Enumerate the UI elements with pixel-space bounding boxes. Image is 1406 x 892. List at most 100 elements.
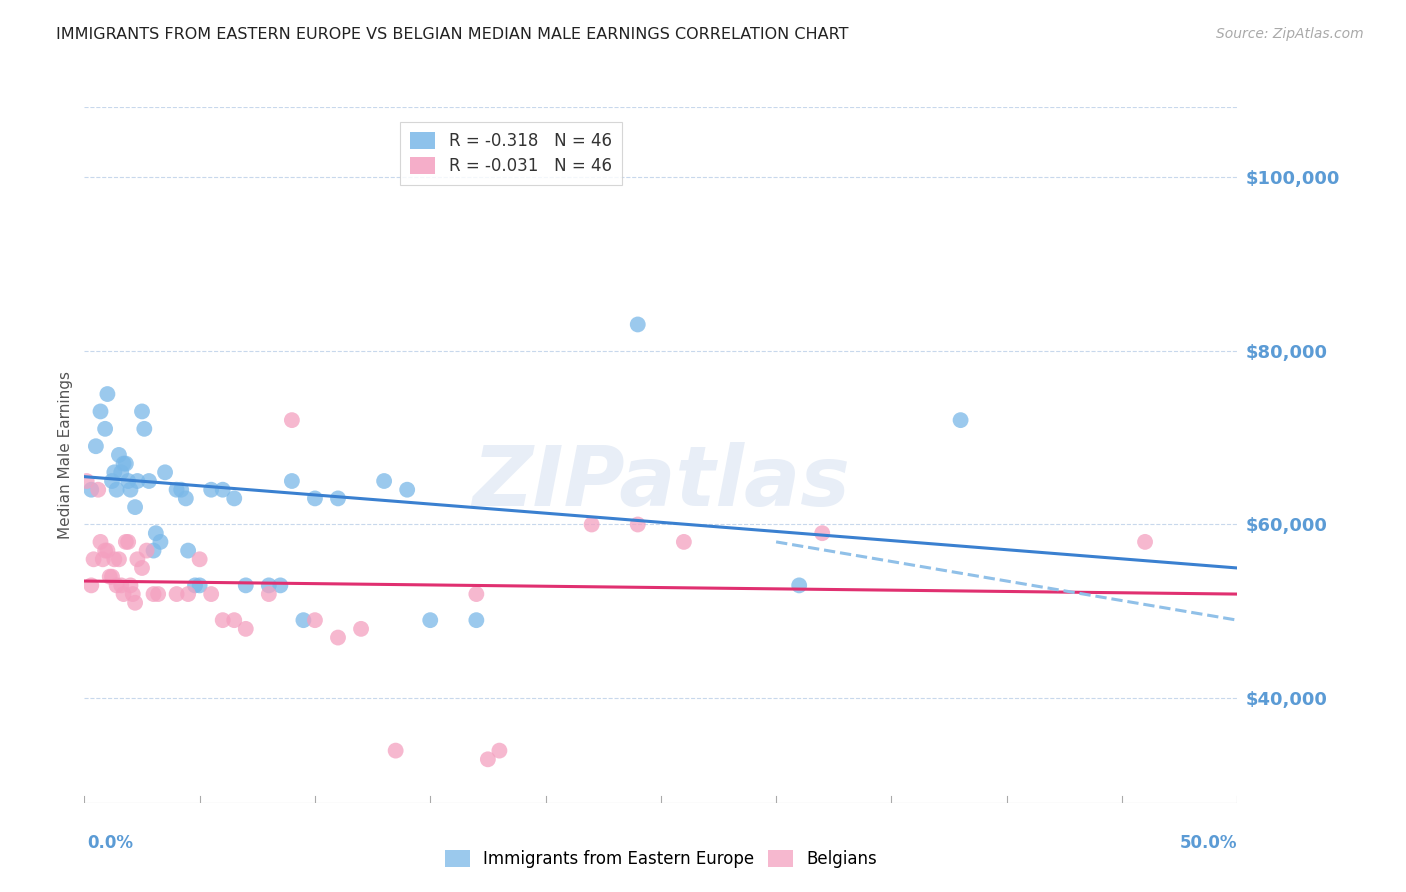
Point xyxy=(117,535,139,549)
Point xyxy=(177,543,200,558)
Point xyxy=(174,491,197,506)
Legend: R = -0.318   N = 46, R = -0.031   N = 46: R = -0.318 N = 46, R = -0.031 N = 46 xyxy=(401,122,621,186)
Point xyxy=(373,474,395,488)
Point xyxy=(127,552,149,566)
Point xyxy=(581,517,603,532)
Point xyxy=(101,570,124,584)
Point xyxy=(134,422,156,436)
Point xyxy=(110,466,132,480)
Point xyxy=(96,543,118,558)
Point xyxy=(105,483,128,497)
Point xyxy=(135,543,157,558)
Point xyxy=(477,752,499,766)
Point xyxy=(83,552,105,566)
Point xyxy=(105,578,128,592)
Point xyxy=(112,587,135,601)
Point xyxy=(124,500,146,515)
Point xyxy=(488,744,510,758)
Point xyxy=(1133,535,1156,549)
Point xyxy=(153,466,176,480)
Point xyxy=(127,474,149,488)
Point xyxy=(145,526,167,541)
Point xyxy=(120,578,142,592)
Point xyxy=(326,491,349,506)
Point xyxy=(84,439,107,453)
Point xyxy=(224,491,246,506)
Point xyxy=(170,483,193,497)
Point xyxy=(138,474,160,488)
Text: Source: ZipAtlas.com: Source: ZipAtlas.com xyxy=(1216,27,1364,41)
Point xyxy=(120,483,142,497)
Point xyxy=(146,587,169,601)
Point xyxy=(188,552,211,566)
Point xyxy=(211,483,233,497)
Point xyxy=(103,552,125,566)
Point xyxy=(131,561,153,575)
Point xyxy=(121,587,143,601)
Point xyxy=(101,474,124,488)
Point xyxy=(115,457,138,471)
Point xyxy=(94,422,117,436)
Text: ZIPatlas: ZIPatlas xyxy=(472,442,849,524)
Point xyxy=(115,535,138,549)
Point xyxy=(108,552,131,566)
Point xyxy=(627,517,650,532)
Point xyxy=(281,474,304,488)
Point xyxy=(465,587,488,601)
Point xyxy=(91,552,114,566)
Point xyxy=(96,387,118,401)
Point xyxy=(269,578,291,592)
Point xyxy=(80,578,103,592)
Point xyxy=(177,587,200,601)
Point xyxy=(419,613,441,627)
Point xyxy=(787,578,810,592)
Legend: Immigrants from Eastern Europe, Belgians: Immigrants from Eastern Europe, Belgians xyxy=(439,843,883,875)
Point xyxy=(235,622,257,636)
Point xyxy=(142,587,165,601)
Point xyxy=(672,535,695,549)
Point xyxy=(326,631,349,645)
Point xyxy=(188,578,211,592)
Point xyxy=(384,744,406,758)
Point xyxy=(89,404,111,418)
Point xyxy=(184,578,207,592)
Point xyxy=(211,613,233,627)
Point xyxy=(131,404,153,418)
Point xyxy=(89,535,111,549)
Point xyxy=(257,587,280,601)
Point xyxy=(304,613,326,627)
Point xyxy=(110,578,132,592)
Point xyxy=(257,578,280,592)
Point xyxy=(112,457,135,471)
Point xyxy=(949,413,972,427)
Point xyxy=(627,318,650,332)
Y-axis label: Median Male Earnings: Median Male Earnings xyxy=(58,371,73,539)
Point xyxy=(76,474,98,488)
Point xyxy=(166,483,188,497)
Text: 50.0%: 50.0% xyxy=(1180,834,1237,852)
Point xyxy=(200,483,222,497)
Point xyxy=(292,613,315,627)
Point xyxy=(224,613,246,627)
Point xyxy=(108,448,131,462)
Point xyxy=(396,483,419,497)
Point xyxy=(811,526,834,541)
Point xyxy=(304,491,326,506)
Point xyxy=(142,543,165,558)
Point xyxy=(350,622,373,636)
Point xyxy=(124,596,146,610)
Point xyxy=(200,587,222,601)
Point xyxy=(103,466,125,480)
Text: IMMIGRANTS FROM EASTERN EUROPE VS BELGIAN MEDIAN MALE EARNINGS CORRELATION CHART: IMMIGRANTS FROM EASTERN EUROPE VS BELGIA… xyxy=(56,27,849,42)
Point xyxy=(281,413,304,427)
Point xyxy=(117,474,139,488)
Point xyxy=(235,578,257,592)
Point xyxy=(465,613,488,627)
Point xyxy=(149,535,172,549)
Text: 0.0%: 0.0% xyxy=(87,834,134,852)
Point xyxy=(166,587,188,601)
Point xyxy=(98,570,121,584)
Point xyxy=(87,483,110,497)
Point xyxy=(94,543,117,558)
Point xyxy=(80,483,103,497)
